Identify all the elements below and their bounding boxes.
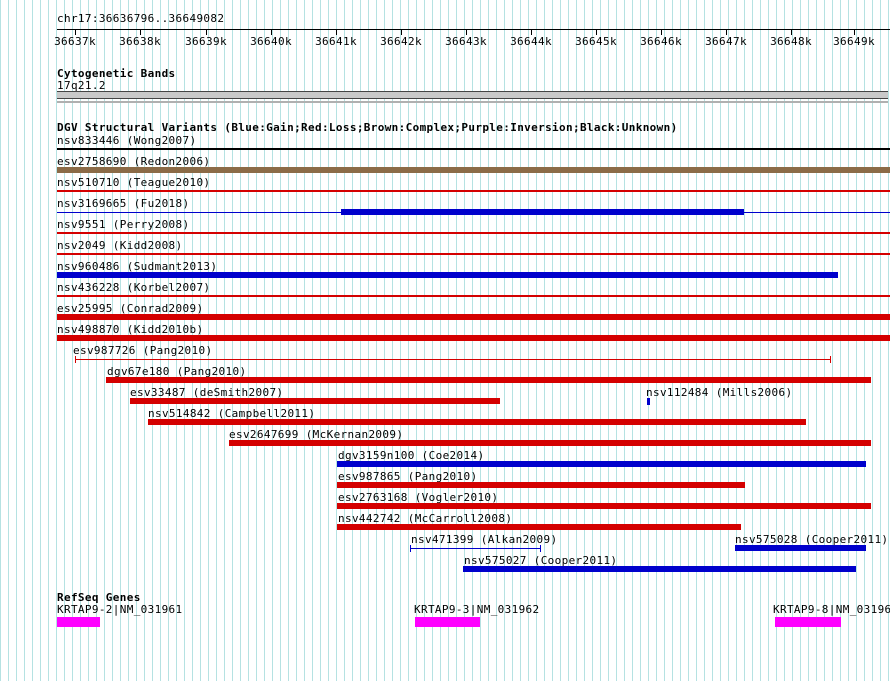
ruler-tick [271, 30, 272, 35]
ruler-tick [466, 30, 467, 35]
variant-bar[interactable] [229, 440, 871, 446]
variant-label[interactable]: esv2763168 (Vogler2010) [338, 491, 499, 504]
ruler-tick-label: 36648k [770, 35, 812, 48]
ruler-tick [336, 30, 337, 35]
variant-label[interactable]: nsv575027 (Cooper2011) [464, 554, 618, 567]
variant-label[interactable]: nsv442742 (McCarroll2008) [338, 512, 513, 525]
variant-bar[interactable] [337, 503, 871, 509]
variant-label[interactable]: dgv67e180 (Pang2010) [107, 365, 247, 378]
ruler-tick [75, 30, 76, 35]
variant-end-tick [540, 545, 541, 552]
variant-label[interactable]: nsv471399 (Alkan2009) [411, 533, 558, 546]
variant-label[interactable]: esv987726 (Pang2010) [73, 344, 213, 357]
variant-bar[interactable] [57, 167, 890, 173]
variant-label[interactable]: esv2647699 (McKernan2009) [229, 428, 404, 441]
variant-label[interactable]: esv33487 (deSmith2007) [130, 386, 284, 399]
ruler-tick-label: 36639k [185, 35, 227, 48]
gene-label[interactable]: KRTAP9-2|NM_031961 [57, 603, 183, 616]
ruler-tick [661, 30, 662, 35]
ruler-tick-label: 36645k [575, 35, 617, 48]
variant-bar[interactable] [57, 335, 890, 341]
cytogenetic-title: Cytogenetic Bands [57, 67, 176, 80]
ruler-tick-label: 36647k [705, 35, 747, 48]
ruler-tick-label: 36643k [445, 35, 487, 48]
ruler-tick [596, 30, 597, 35]
cytoband-bar [57, 91, 888, 99]
ruler-tick [531, 30, 532, 35]
region-label: chr17:36636796..36649082 [57, 12, 225, 25]
cytoband-underline [57, 101, 888, 103]
gene-label[interactable]: KRTAP9-8|NM_031963 [773, 603, 890, 616]
variant-line[interactable] [57, 253, 890, 255]
ruler-tick-label: 36641k [315, 35, 357, 48]
ruler-tick [854, 30, 855, 35]
ruler-tick-label: 36644k [510, 35, 552, 48]
variant-label[interactable]: nsv833446 (Wong2007) [57, 134, 197, 147]
variant-bar[interactable] [148, 419, 806, 425]
variant-bar[interactable] [337, 482, 745, 488]
variant-bar[interactable] [57, 272, 838, 278]
variant-line[interactable] [75, 359, 831, 360]
variant-bar[interactable] [735, 545, 866, 551]
ruler-tick-label: 36638k [119, 35, 161, 48]
variant-label[interactable]: nsv112484 (Mills2006) [646, 386, 793, 399]
ruler-tick-label: 36646k [640, 35, 682, 48]
variant-line[interactable] [57, 190, 890, 192]
gene-box[interactable] [775, 617, 841, 627]
variant-line[interactable] [57, 295, 890, 297]
ruler-tick-label: 36637k [54, 35, 96, 48]
variant-bar[interactable] [130, 398, 500, 404]
cytoband-label: 17q21.2 [57, 79, 106, 92]
variant-label[interactable]: nsv2049 (Kidd2008) [57, 239, 183, 252]
ruler-tick-label: 36642k [380, 35, 422, 48]
gene-label[interactable]: KRTAP9-3|NM_031962 [414, 603, 540, 616]
variant-label[interactable]: nsv575028 (Cooper2011) [735, 533, 889, 546]
variant-label[interactable]: esv987865 (Pang2010) [338, 470, 478, 483]
ruler-tick [791, 30, 792, 35]
variant-line[interactable] [57, 148, 890, 150]
ruler-tick [140, 30, 141, 35]
variant-bar[interactable] [57, 314, 890, 320]
dgv-title: DGV Structural Variants (Blue:Gain;Red:L… [57, 121, 678, 134]
variant-label[interactable]: nsv3169665 (Fu2018) [57, 197, 190, 210]
variant-label[interactable]: nsv510710 (Teague2010) [57, 176, 211, 189]
ruler-tick-label: 36640k [250, 35, 292, 48]
variant-line[interactable] [410, 548, 541, 549]
variant-label[interactable]: nsv9551 (Perry2008) [57, 218, 190, 231]
ruler-axis-line [57, 29, 890, 30]
variant-bar[interactable] [463, 566, 856, 572]
variant-label[interactable]: dgv3159n100 (Coe2014) [338, 449, 485, 462]
variant-bar[interactable] [337, 461, 866, 467]
variant-line[interactable] [57, 232, 890, 234]
variant-bar[interactable] [106, 377, 871, 383]
variant-end-tick [830, 356, 831, 363]
variant-label[interactable]: nsv498870 (Kidd2010b) [57, 323, 204, 336]
variant-label[interactable]: nsv514842 (Campbell2011) [148, 407, 316, 420]
variant-label[interactable]: nsv436228 (Korbel2007) [57, 281, 211, 294]
variant-bar[interactable] [337, 524, 741, 530]
variant-bar[interactable] [341, 209, 744, 215]
refseq-title: RefSeq Genes [57, 591, 141, 604]
gene-box[interactable] [57, 617, 100, 627]
ruler-tick [206, 30, 207, 35]
gene-box[interactable] [415, 617, 480, 627]
variant-end-tick [410, 545, 411, 552]
ruler-tick [726, 30, 727, 35]
variant-end-tick [75, 356, 76, 363]
variant-label[interactable]: esv2758690 (Redon2006) [57, 155, 211, 168]
variant-label[interactable]: esv25995 (Conrad2009) [57, 302, 204, 315]
variant-point[interactable] [647, 398, 650, 405]
ruler-tick-label: 36649k [833, 35, 875, 48]
ruler-tick [401, 30, 402, 35]
variant-label[interactable]: nsv960486 (Sudmant2013) [57, 260, 218, 273]
